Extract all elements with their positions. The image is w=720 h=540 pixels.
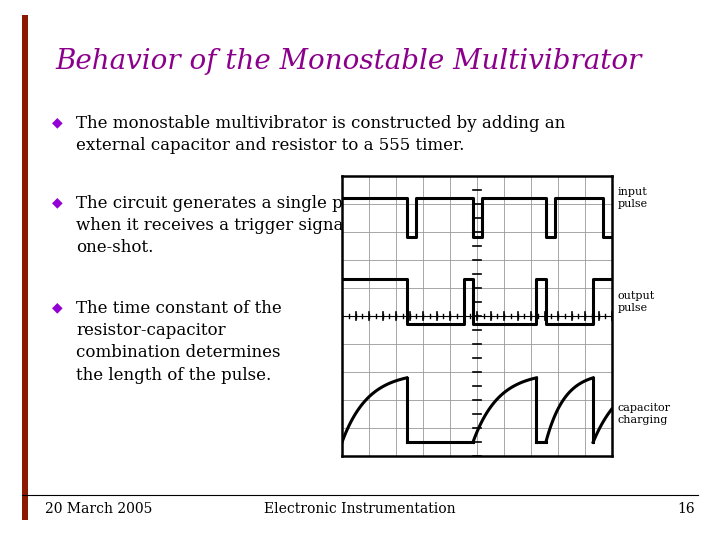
Text: ◆: ◆ bbox=[52, 115, 63, 129]
Text: Electronic Instrumentation: Electronic Instrumentation bbox=[264, 502, 456, 516]
Text: capacitor
charging: capacitor charging bbox=[618, 403, 670, 425]
Text: ◆: ◆ bbox=[52, 300, 63, 314]
Text: The monostable multivibrator is constructed by adding an
external capacitor and : The monostable multivibrator is construc… bbox=[76, 115, 565, 154]
Text: The circuit generates a single pulse of desired duration
when it receives a trig: The circuit generates a single pulse of … bbox=[76, 195, 555, 256]
Text: output
pulse: output pulse bbox=[618, 291, 654, 313]
Text: input
pulse: input pulse bbox=[618, 187, 647, 209]
Text: Behavior of the Monostable Multivibrator: Behavior of the Monostable Multivibrator bbox=[55, 48, 642, 75]
Bar bbox=[22, 15, 28, 520]
Text: 20 March 2005: 20 March 2005 bbox=[45, 502, 153, 516]
Text: The time constant of the
resistor-capacitor
combination determines
the length of: The time constant of the resistor-capaci… bbox=[76, 300, 282, 383]
Text: 16: 16 bbox=[678, 502, 695, 516]
Text: ◆: ◆ bbox=[52, 195, 63, 209]
